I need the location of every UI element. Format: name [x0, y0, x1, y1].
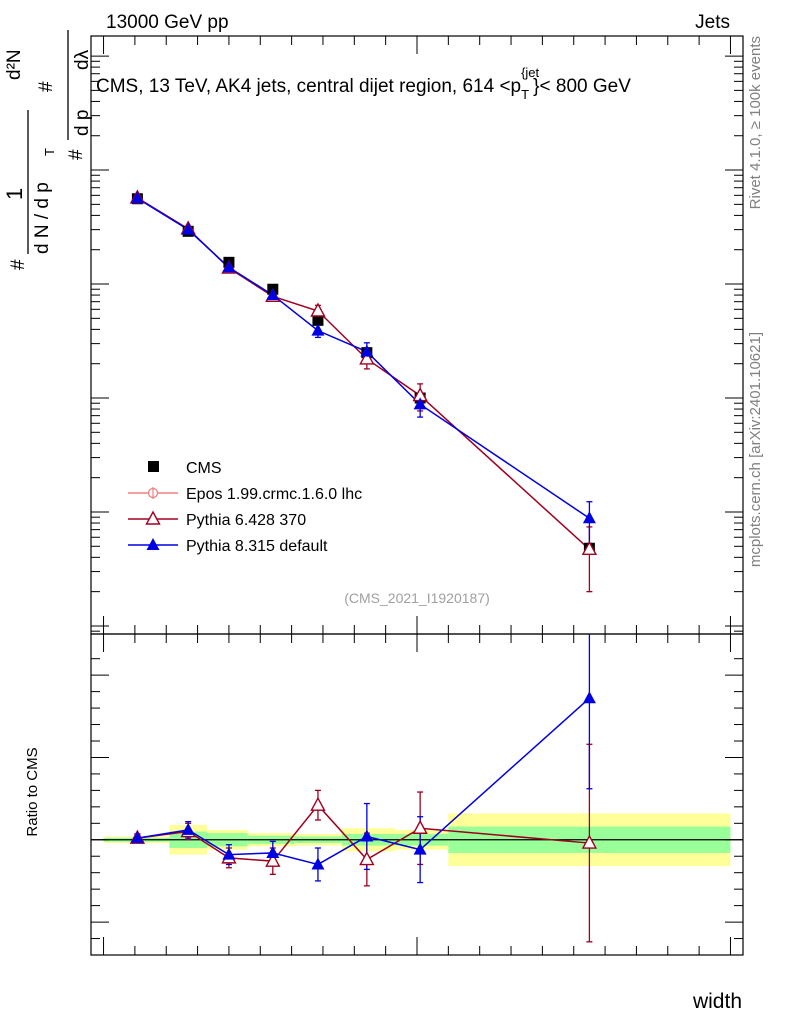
pythia6-ratio-point — [412, 819, 428, 834]
pythia8-data-point — [311, 323, 325, 336]
legend-entry-pythia6: Pythia 6.428 370 — [128, 510, 306, 529]
ylabel-num: d²N — [4, 49, 25, 80]
mcplots-label: mcplots.cern.ch [arXiv:2401.10621] — [747, 332, 764, 567]
ylabel-one: 1 — [2, 188, 27, 200]
pythia8-ratio-point — [222, 847, 236, 860]
rivet-version-label: Rivet 4.1.0, ≥ 100k events — [747, 36, 764, 209]
legend-entry-epos: Epos 1.99.crmc.1.6.0 lhc — [128, 486, 362, 503]
pythia8-ratio-point — [130, 831, 144, 844]
ylabel-hash-3: # — [66, 149, 87, 160]
legend-marker-pythia6 — [145, 510, 161, 525]
plot-title-sub: T — [521, 87, 529, 102]
bottom-panel — [90, 633, 744, 956]
pythia8-data-point — [266, 288, 280, 301]
header-jets-label: Jets — [695, 12, 730, 33]
pythia6-ratio-point — [310, 796, 326, 811]
y-axis-label-bottom: Ratio to CMS — [24, 747, 41, 836]
ylabel-dN: d N / d p — [32, 182, 53, 254]
pythia6-data-point — [581, 540, 598, 556]
pythia8-data-point — [181, 222, 195, 235]
pythia8-ratio-point — [266, 845, 280, 858]
pythia6-ratio-point — [359, 851, 375, 866]
ratio-line-pythia8 — [137, 697, 590, 866]
ylabel-den: d p — [72, 110, 93, 136]
top-panel — [90, 35, 744, 635]
legend-marker-pythia8 — [146, 538, 160, 550]
legend-label-pythia8: Pythia 8.315 default — [186, 538, 328, 555]
pythia8-ratio-point — [311, 857, 325, 870]
plot-title-suffix: }< 800 GeV — [533, 76, 631, 97]
ylabel-hash-1: # — [8, 259, 29, 270]
cms-data-point — [312, 314, 324, 326]
header-energy-label: 13000 GeV pp — [106, 12, 229, 33]
ylabel-hash-2: # — [36, 81, 57, 92]
plot-title-prefix: CMS, 13 TeV, AK4 jets, central dijet reg… — [96, 76, 521, 97]
plot-title-sup: {jet — [521, 65, 539, 80]
pythia8-ratio-point — [181, 822, 195, 835]
pythia8-data-point — [130, 191, 144, 204]
legend-entry-pythia8: Pythia 8.315 default — [128, 538, 328, 555]
legend-marker-cms — [148, 461, 159, 472]
pythia6-ratio-point — [581, 834, 598, 849]
analysis-id-label: (CMS_2021_I1920187) — [344, 590, 490, 606]
bottom-panel-frame — [90, 633, 744, 956]
pythia8-ratio-point — [582, 691, 596, 704]
x-axis-label: width — [692, 990, 742, 1013]
pythia8-ratio-point — [360, 829, 374, 842]
legend: CMS Epos 1.99.crmc.1.6.0 lhc Pythia 6.42… — [128, 460, 362, 555]
pythia8-data-point — [222, 260, 236, 273]
pythia6-ratio-point — [265, 852, 281, 867]
pythia8-data-point — [413, 397, 427, 410]
ylabel-T: T — [42, 148, 57, 156]
pythia8-data-point — [582, 511, 596, 524]
legend-label-cms: CMS — [186, 460, 222, 477]
legend-label-pythia6: Pythia 6.428 370 — [186, 512, 306, 529]
pythia6-data-point — [310, 302, 326, 317]
ylabel-dl: dλ — [72, 49, 93, 70]
legend-entry-cms: CMS — [148, 460, 222, 477]
y-axis-label-top: # 1 d N / d p T d²N # # d p dλ — [2, 30, 93, 270]
legend-label-epos: Epos 1.99.crmc.1.6.0 lhc — [186, 486, 362, 503]
series-line-pythia8 — [136, 197, 590, 519]
pythia8-ratio-point — [413, 842, 427, 855]
pythia6-data-point — [359, 350, 375, 365]
pythia8-data-point — [360, 344, 374, 357]
plot-title: CMS, 13 TeV, AK4 jets, central dijet reg… — [96, 65, 631, 102]
